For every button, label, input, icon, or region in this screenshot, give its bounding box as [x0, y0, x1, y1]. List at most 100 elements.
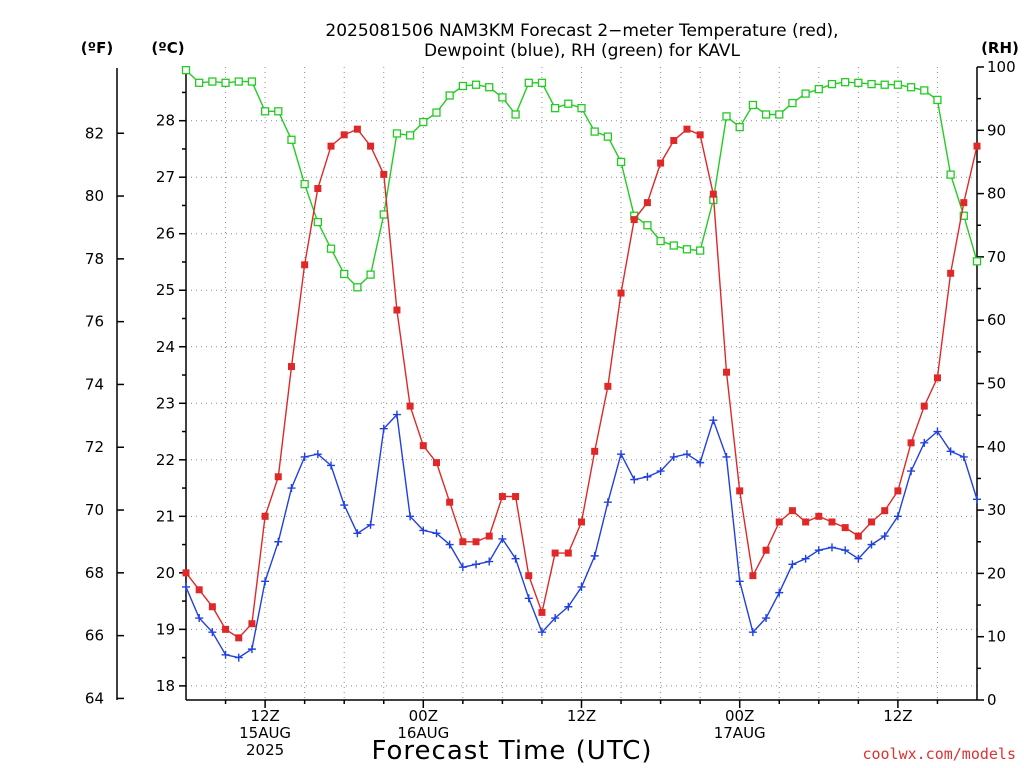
rh-tick-label: 60 [987, 311, 1006, 329]
rh-point [656, 236, 665, 246]
dewpoint-point [274, 537, 283, 546]
dewpoint-point [261, 577, 270, 586]
dewpoint-point [195, 614, 204, 623]
rh-point [854, 78, 863, 87]
temperature-point [854, 532, 862, 540]
tick-labels: 18 19 20 21 22 23 24 25 26 27 28 64 66 68 70 72 74 76 78 80… [85, 58, 1016, 759]
temperature-point [459, 538, 467, 546]
temperature-point [564, 549, 572, 557]
x-tick-label: 12Z [250, 707, 279, 725]
rh-point [748, 100, 758, 110]
c-tick-label: 24 [156, 338, 175, 356]
rh-point [524, 78, 533, 87]
temperature-point [353, 125, 361, 133]
rh-point [841, 78, 850, 87]
rh-point [471, 80, 481, 89]
temperature-point [630, 216, 638, 224]
c-tick-label: 20 [156, 564, 175, 582]
temperature-point [446, 498, 454, 506]
chart-title-line-1: 2025081506 NAM3KM Forecast 2−meter Tempe… [325, 21, 838, 41]
rh-point [181, 66, 191, 75]
c-tick-label: 22 [156, 451, 175, 469]
rh-tick-label: 50 [987, 375, 1006, 393]
dewpoint-point [893, 512, 902, 521]
temperature-point [235, 634, 243, 642]
dewpoint-point [907, 467, 916, 476]
x-tick-label: 00Z [725, 707, 754, 725]
temperature-point [393, 306, 401, 314]
rh-point [340, 269, 349, 279]
dewpoint-point [801, 554, 810, 563]
dewpoint-point [867, 540, 876, 549]
dewpoint-point [340, 501, 349, 510]
rh-point [577, 103, 586, 113]
dewpoint-point [300, 452, 309, 461]
chart-title-line-2: Dewpoint (blue), RH (green) for KAVL [424, 41, 741, 61]
dewpoint-point [748, 628, 757, 637]
dewpoint-point [208, 628, 217, 637]
temperature-point [525, 572, 533, 580]
f-tick-label: 66 [85, 627, 104, 645]
rh-point [682, 245, 692, 254]
f-tick-label: 72 [85, 438, 104, 456]
rh-point [550, 103, 560, 113]
temperature-point [182, 569, 190, 577]
rh-tick-label: 90 [987, 121, 1006, 139]
dewpoint-point [353, 529, 362, 538]
dewpoint-point [933, 427, 942, 436]
temperature-point [907, 439, 915, 447]
rh-point [972, 257, 982, 266]
rh-point [208, 77, 217, 86]
temperature-point [208, 603, 216, 611]
rh-point [959, 211, 968, 220]
x-tick-label: 2025 [246, 741, 284, 759]
rh-tick-label: 30 [987, 501, 1006, 519]
rh-point [788, 98, 797, 108]
x-axis-label: Forecast Time (UTC) [371, 736, 652, 766]
dewpoint-point [524, 594, 533, 603]
temperature-point [380, 170, 388, 178]
rh-point [801, 89, 810, 98]
rh-point [616, 157, 626, 167]
temperature-point [538, 608, 546, 616]
c-tick-label: 21 [156, 507, 175, 525]
f-tick-label: 76 [85, 313, 104, 331]
rh-tick-label: 10 [987, 628, 1006, 646]
rh-point [920, 86, 929, 95]
dewpoint-point [234, 653, 243, 662]
rh-point [221, 78, 230, 87]
dewpoint-point [788, 560, 797, 569]
dewpoint-point [327, 461, 336, 470]
temperature-point [736, 487, 744, 495]
rh-point [353, 283, 362, 292]
c-tick-label: 23 [156, 394, 175, 412]
dewpoint-point [722, 452, 731, 461]
rh-tick-label: 40 [987, 438, 1006, 456]
temperature-point [261, 512, 269, 520]
temperature-point [683, 125, 691, 133]
temperature-point [920, 402, 928, 410]
temperature-point [643, 199, 651, 207]
temperature-point [485, 532, 493, 540]
dewpoint-point [920, 438, 929, 447]
dewpoint-point [973, 495, 981, 504]
temperature-point [591, 447, 599, 455]
temperature-point [828, 518, 836, 526]
dewpoint-point [880, 532, 889, 541]
x-tick-label: 12Z [883, 707, 912, 725]
temperature-point [657, 159, 665, 167]
temperature-point [604, 382, 612, 390]
dewpoint-point [511, 554, 520, 563]
dewpoint-point [946, 447, 955, 456]
x-tick-label: 16AUG [397, 724, 449, 742]
rh-point [313, 217, 322, 227]
temperature-point [709, 190, 717, 198]
rh-point [300, 179, 309, 189]
dewpoint-point [485, 557, 494, 566]
rh-point [722, 112, 731, 121]
dewpoint-point [682, 450, 691, 459]
rh-tick-label: 80 [987, 185, 1006, 203]
dewpoint-point [577, 582, 586, 591]
temperature-point [868, 518, 876, 526]
